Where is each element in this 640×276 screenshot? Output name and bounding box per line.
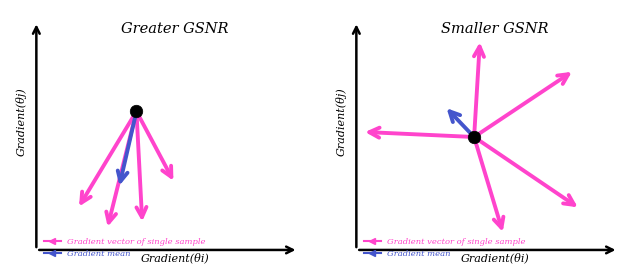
Text: Smaller GSNR: Smaller GSNR	[441, 22, 548, 36]
Text: Gradient(θj): Gradient(θj)	[16, 87, 27, 156]
Text: Gradient(θi): Gradient(θi)	[460, 252, 529, 263]
Text: Gradient(θi): Gradient(θi)	[140, 252, 209, 263]
Legend: Gradient vector of single sample, Gradient mean: Gradient vector of single sample, Gradie…	[40, 234, 209, 261]
Legend: Gradient vector of single sample, Gradient mean: Gradient vector of single sample, Gradie…	[360, 234, 529, 261]
Text: Gradient(θj): Gradient(θj)	[336, 87, 347, 156]
Text: Greater GSNR: Greater GSNR	[121, 22, 228, 36]
